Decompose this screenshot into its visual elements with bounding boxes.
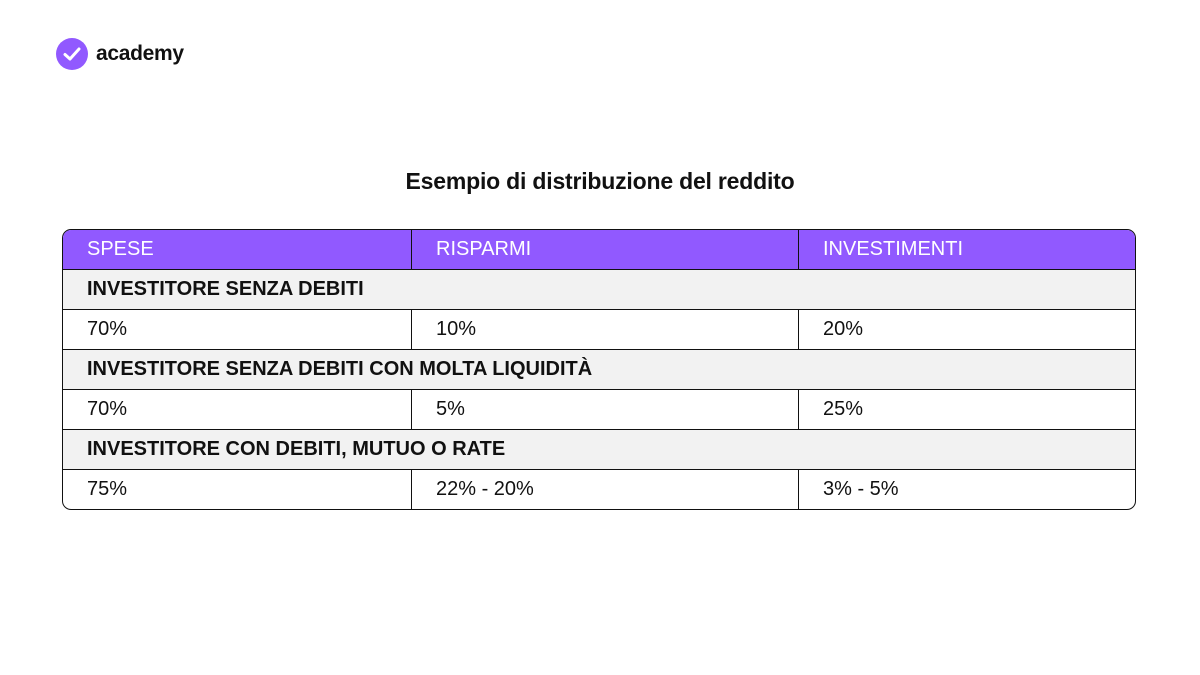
section-row: INVESTITORE SENZA DEBITI CON MOLTA LIQUI… (63, 349, 1135, 389)
data-cell: 25% (798, 390, 1135, 429)
header-cell: SPESE (87, 238, 154, 260)
logo-icon (56, 38, 88, 70)
data-cell: 70% (87, 398, 128, 420)
header-cell: INVESTIMENTI (798, 230, 1135, 269)
section-label: INVESTITORE CON DEBITI, MUTUO O RATE (87, 438, 506, 460)
data-row: 75% 22% - 20% 3% - 5% (63, 469, 1135, 509)
title: Esempio di distribuzione del reddito (405, 168, 795, 194)
data-row: 70% 5% 25% (63, 389, 1135, 429)
data-cell: 3% - 5% (798, 470, 1135, 509)
section-label: INVESTITORE SENZA DEBITI (87, 278, 364, 300)
data-cell: 20% (798, 310, 1135, 349)
data-row: 70% 10% 20% (63, 309, 1135, 349)
section-row: INVESTITORE CON DEBITI, MUTUO O RATE (63, 429, 1135, 469)
data-cell: 22% - 20% (411, 470, 798, 509)
data-cell: 10% (411, 310, 798, 349)
data-cell: 75% (87, 478, 128, 500)
data-cell: 70% (87, 318, 128, 340)
section-row: INVESTITORE SENZA DEBITI (63, 269, 1135, 309)
table: SPESE RISPARMI INVESTIMENTI INVESTITORE SEN… (62, 229, 1136, 510)
header-cell: RISPARMI (411, 230, 798, 269)
logo: academy (56, 38, 184, 70)
header-row: SPESE RISPARMI INVESTIMENTI (63, 230, 1135, 269)
data-cell: 5% (411, 390, 798, 429)
logo-text: academy (96, 42, 184, 65)
section-label: INVESTITORE SENZA DEBITI CON MOLTA LIQUI… (87, 358, 593, 380)
